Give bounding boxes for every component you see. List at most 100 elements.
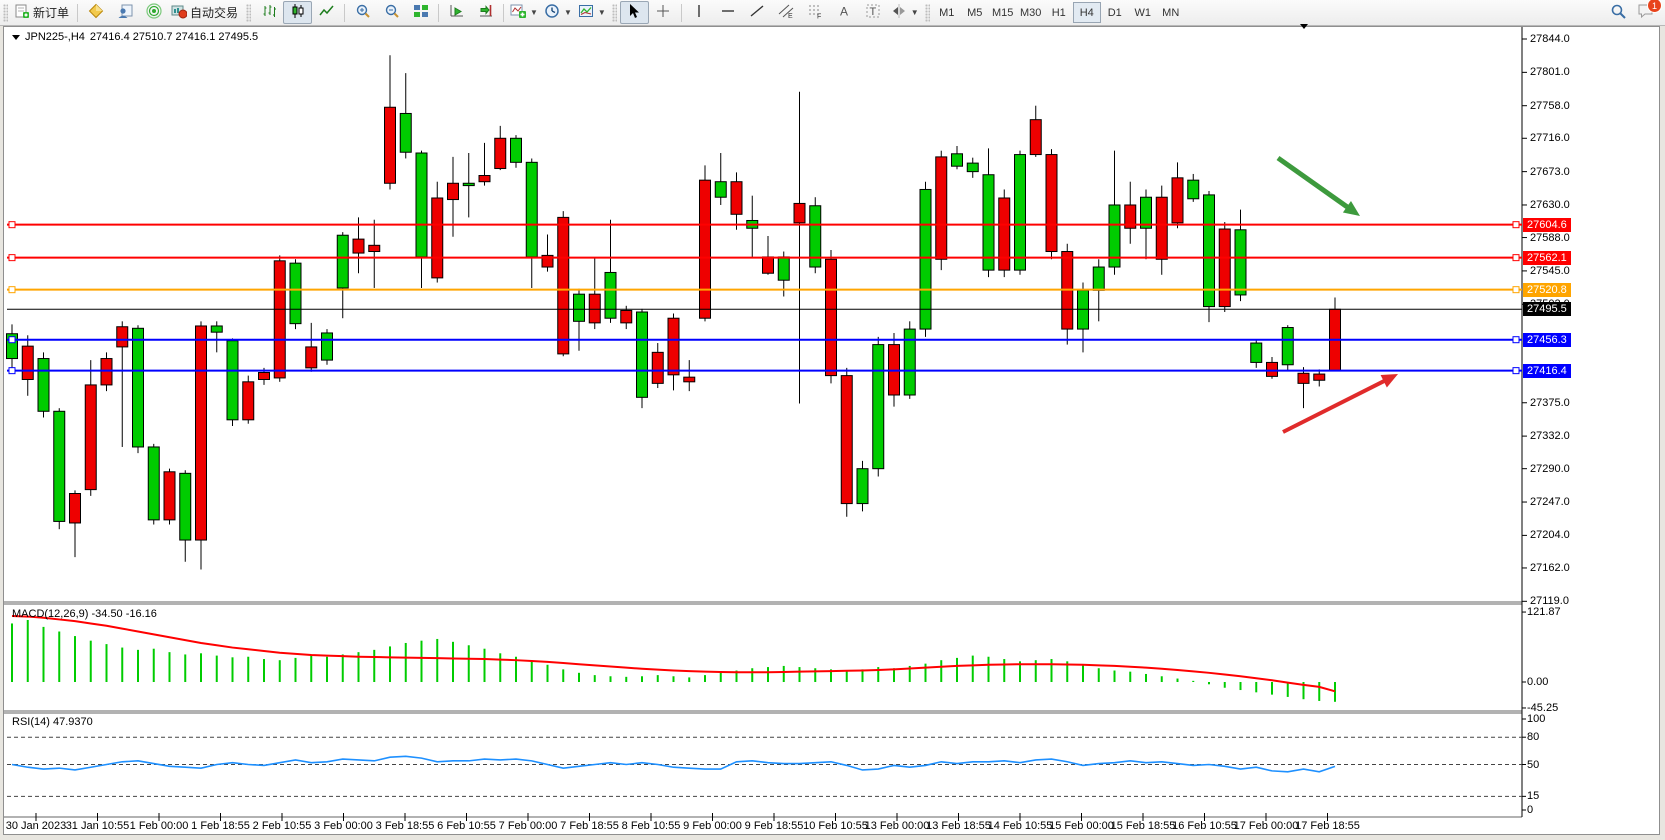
candle <box>1155 196 1168 260</box>
line-anchor[interactable] <box>8 367 16 375</box>
price-tick-label: 27119.0 <box>1530 595 1569 608</box>
auto-scroll-button[interactable] <box>442 1 471 24</box>
search-icon[interactable] <box>1610 3 1627 23</box>
candle <box>116 326 129 348</box>
arrows-tool-button[interactable]: ▼ <box>888 1 922 24</box>
date-label: 14 Feb 10:55 <box>987 820 1053 832</box>
candle <box>147 446 160 521</box>
chevron-down-icon: ▼ <box>563 8 572 17</box>
candle <box>809 205 822 268</box>
price-tick-label: 27801.0 <box>1530 66 1570 79</box>
new-order-button[interactable]: 新订单 <box>11 1 74 24</box>
candle <box>384 106 396 184</box>
market-watch-icon <box>88 3 104 22</box>
candle <box>210 325 223 333</box>
zoom-in-button[interactable] <box>348 1 377 24</box>
bar-chart-button[interactable] <box>254 1 283 24</box>
candle <box>573 293 585 322</box>
separator <box>503 3 505 22</box>
navigator-button[interactable] <box>110 1 139 24</box>
crosshair-icon <box>655 3 671 22</box>
tile-windows-button[interactable] <box>406 1 435 24</box>
chart-shift-button[interactable] <box>471 1 500 24</box>
timeframe-group: M1 M5 M15 M30 H1 H4 D1 W1 MN <box>933 2 1185 23</box>
timeframe-W1[interactable]: W1 <box>1134 6 1151 19</box>
line-anchor[interactable] <box>1512 221 1520 229</box>
templates-button[interactable]: ▼ <box>575 1 609 24</box>
channel-tool-button[interactable]: E <box>772 1 801 24</box>
red-arrow[interactable] <box>1282 377 1389 434</box>
new-order-icon <box>14 3 30 22</box>
line-anchor[interactable] <box>8 336 16 344</box>
timeframe-M1[interactable]: M1 <box>939 6 955 19</box>
candle <box>336 234 349 289</box>
price-tick-label: 27545.0 <box>1530 264 1570 277</box>
crosshair-tool-button[interactable] <box>649 1 678 24</box>
timeframe-M30[interactable]: M30 <box>1020 6 1042 19</box>
macd-tick-label: 121.87 <box>1527 606 1561 619</box>
candlestick-chart-button[interactable] <box>283 1 313 24</box>
rsi-line <box>11 755 1336 773</box>
zoom-out-button[interactable] <box>377 1 406 24</box>
timeframe-M5[interactable]: M5 <box>967 6 983 19</box>
candle <box>1250 342 1263 363</box>
green-arrow-head[interactable] <box>1342 201 1360 216</box>
indicators-button[interactable]: ▼ <box>507 1 541 24</box>
price-level-badge: 27562.1 <box>1523 250 1571 265</box>
date-label: 17 Feb 18:55 <box>1295 820 1360 832</box>
red-arrow-head[interactable] <box>1380 374 1398 388</box>
date-label: 13 Feb 00:00 <box>864 820 930 832</box>
chart-window[interactable] <box>3 26 1660 835</box>
cursor-tool-button[interactable] <box>619 1 649 24</box>
zoom-in-icon <box>355 3 371 22</box>
rsi-tick-label: 0 <box>1527 804 1534 816</box>
candle <box>793 202 806 224</box>
timeframe-H4[interactable]: H4 <box>1072 2 1101 23</box>
rsi-tick-label: 100 <box>1527 713 1546 725</box>
rsi-tick-label: 50 <box>1527 758 1540 771</box>
line-anchor[interactable] <box>8 254 16 262</box>
text-tool-button[interactable]: A <box>830 1 859 24</box>
candle <box>872 344 885 470</box>
green-arrow[interactable] <box>1276 155 1352 212</box>
line-anchor[interactable] <box>8 286 16 294</box>
autotrading-button[interactable]: 自动交易 <box>168 1 243 24</box>
text-letter: A <box>840 5 848 19</box>
date-label: 2 Feb 10:55 <box>252 820 312 832</box>
candle <box>1124 204 1137 229</box>
signals-button[interactable] <box>139 1 168 24</box>
bar-chart-icon <box>261 3 277 22</box>
line-anchor[interactable] <box>1512 286 1520 294</box>
timeframe-MN[interactable]: MN <box>1162 6 1180 19</box>
line-anchor[interactable] <box>1512 336 1520 344</box>
line-anchor[interactable] <box>1512 367 1520 375</box>
periods-button[interactable]: ▼ <box>541 1 575 24</box>
horizontal-line-tool-button[interactable] <box>714 1 743 24</box>
vertical-line-tool-button[interactable] <box>685 1 714 24</box>
market-watch-button[interactable] <box>81 1 110 24</box>
price-tick-label: 27375.0 <box>1530 396 1570 409</box>
chat-button[interactable]: 1 <box>1637 0 1662 22</box>
chart-shift-icon <box>478 3 494 22</box>
separator <box>680 3 682 22</box>
timeframe-D1[interactable]: D1 <box>1107 6 1122 19</box>
timeframe-H1[interactable]: H1 <box>1051 6 1066 19</box>
label-tool-button[interactable]: T <box>859 1 888 24</box>
fibonacci-tool-button[interactable]: F <box>801 1 830 24</box>
line-chart-button[interactable] <box>312 1 341 24</box>
candle <box>541 254 554 268</box>
line-anchor[interactable] <box>1512 254 1520 262</box>
line-anchor[interactable] <box>8 221 16 229</box>
candle <box>84 384 97 491</box>
price-tick-label: 27247.0 <box>1530 496 1570 509</box>
timeframe-M15[interactable]: M15 <box>992 6 1014 19</box>
channel-letter: E <box>788 13 793 19</box>
trendline-tool-button[interactable] <box>743 1 772 24</box>
chevron-down-icon[interactable] <box>12 34 20 40</box>
date-label: 3 Feb 00:00 <box>314 820 373 832</box>
price-level-badge: 27416.4 <box>1523 363 1571 378</box>
candle <box>179 472 192 541</box>
price-level-badge: 27520.8 <box>1523 282 1571 297</box>
chart-shift-marker[interactable] <box>1300 24 1308 41</box>
